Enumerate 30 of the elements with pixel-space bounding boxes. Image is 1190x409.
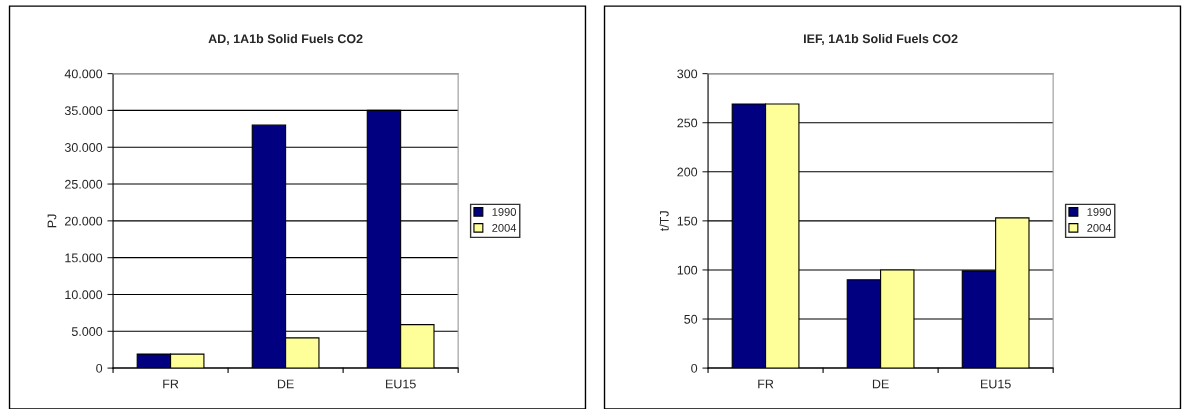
x-tick-label: DE: [277, 379, 294, 389]
y-axis-title: PJ: [47, 214, 57, 228]
y-axis-title: t/TJ: [659, 211, 669, 232]
y-tick-label: 10.000: [65, 290, 103, 300]
legend-label: 1990: [1087, 208, 1111, 216]
legend-label: 2004: [492, 223, 517, 232]
y-tick-label: 30.000: [64, 143, 103, 152]
x-tick-label: FR: [163, 379, 179, 389]
legend-label: 2004: [1087, 223, 1112, 232]
y-tick-label: 100: [677, 265, 698, 275]
y-tick-label: 5.000: [71, 327, 103, 336]
y-tick-label: 15.000: [65, 253, 103, 263]
y-tick-label: 200: [677, 167, 698, 177]
y-tick-label: 0: [691, 363, 698, 373]
x-tick-label: EU15: [386, 379, 416, 389]
chart-title: IEF, 1A1b Solid Fuels CO2: [804, 34, 958, 45]
y-tick-label: 40.000: [64, 69, 103, 79]
x-tick-label: EU15: [981, 379, 1011, 389]
y-tick-label: 35.000: [64, 106, 103, 116]
y-tick-label: 300: [677, 69, 698, 79]
y-tick-label: 50: [684, 314, 698, 324]
y-tick-label: 20.000: [65, 216, 103, 226]
chart-title: AD, 1A1b Solid Fuels CO2: [208, 34, 363, 45]
y-tick-label: 250: [677, 118, 698, 128]
x-tick-label: DE: [872, 379, 889, 389]
y-tick-label: 150: [677, 216, 698, 226]
y-tick-label: 25.000: [65, 179, 103, 189]
y-tick-label: 0: [96, 363, 103, 373]
x-tick-label: FR: [758, 379, 774, 389]
legend-label: 1990: [492, 208, 516, 216]
